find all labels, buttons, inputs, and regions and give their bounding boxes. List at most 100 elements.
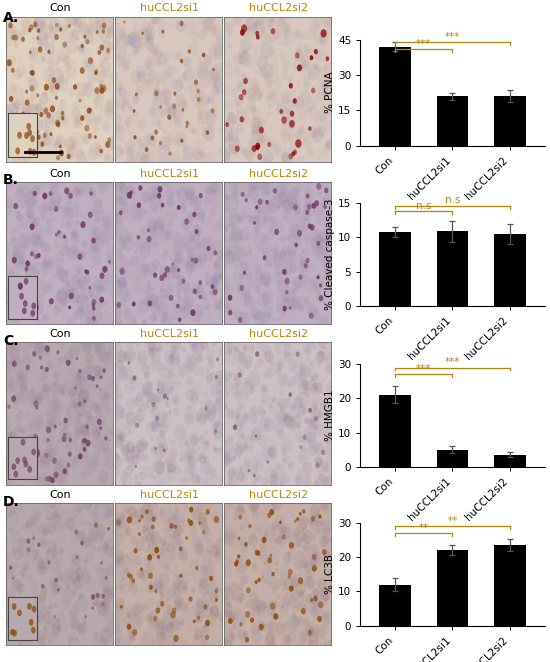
Circle shape xyxy=(177,520,186,532)
Circle shape xyxy=(151,640,156,647)
Circle shape xyxy=(129,512,139,526)
Circle shape xyxy=(130,52,133,55)
Circle shape xyxy=(30,469,38,481)
Circle shape xyxy=(282,96,288,104)
Circle shape xyxy=(215,448,218,452)
Circle shape xyxy=(260,93,263,97)
Circle shape xyxy=(174,232,184,246)
Circle shape xyxy=(162,280,167,287)
Circle shape xyxy=(60,507,67,516)
Circle shape xyxy=(275,422,284,434)
Circle shape xyxy=(157,59,159,62)
Circle shape xyxy=(91,594,101,606)
Circle shape xyxy=(58,404,65,412)
Circle shape xyxy=(255,598,261,606)
Circle shape xyxy=(218,126,223,134)
Circle shape xyxy=(141,524,148,534)
Circle shape xyxy=(208,95,214,103)
Circle shape xyxy=(36,105,43,114)
Circle shape xyxy=(169,523,174,529)
Text: ***: *** xyxy=(445,357,460,367)
Circle shape xyxy=(155,80,160,87)
Circle shape xyxy=(233,373,239,381)
Circle shape xyxy=(185,569,191,577)
Circle shape xyxy=(43,133,47,138)
Circle shape xyxy=(297,109,307,122)
Circle shape xyxy=(298,631,304,639)
Circle shape xyxy=(106,587,118,602)
Circle shape xyxy=(106,97,116,111)
Circle shape xyxy=(142,271,148,279)
Circle shape xyxy=(34,14,46,31)
Circle shape xyxy=(93,389,96,393)
Circle shape xyxy=(231,144,239,155)
Circle shape xyxy=(38,601,46,612)
Circle shape xyxy=(25,634,32,643)
Circle shape xyxy=(271,500,278,509)
Circle shape xyxy=(240,109,244,115)
Circle shape xyxy=(35,129,39,136)
Circle shape xyxy=(147,78,153,87)
Circle shape xyxy=(211,109,214,113)
Circle shape xyxy=(284,352,293,363)
Circle shape xyxy=(21,124,24,128)
Circle shape xyxy=(72,373,81,387)
Circle shape xyxy=(261,235,269,244)
Circle shape xyxy=(294,56,306,72)
Circle shape xyxy=(6,448,16,461)
Circle shape xyxy=(238,80,244,88)
Circle shape xyxy=(227,469,234,478)
Circle shape xyxy=(195,413,201,422)
Circle shape xyxy=(31,412,43,428)
Circle shape xyxy=(12,547,23,561)
Circle shape xyxy=(228,137,241,154)
Circle shape xyxy=(52,501,60,512)
Circle shape xyxy=(86,270,89,275)
Circle shape xyxy=(135,508,144,519)
Circle shape xyxy=(82,46,93,60)
Circle shape xyxy=(69,231,72,234)
Circle shape xyxy=(52,513,60,525)
Circle shape xyxy=(99,105,104,113)
Circle shape xyxy=(235,79,242,87)
Circle shape xyxy=(283,582,287,587)
Circle shape xyxy=(205,66,214,77)
Circle shape xyxy=(32,556,42,569)
Circle shape xyxy=(210,277,218,288)
Circle shape xyxy=(29,388,38,401)
Circle shape xyxy=(302,509,305,514)
Circle shape xyxy=(324,64,334,76)
Circle shape xyxy=(30,85,34,91)
Circle shape xyxy=(36,93,39,97)
Circle shape xyxy=(317,626,327,639)
Circle shape xyxy=(270,451,277,461)
Circle shape xyxy=(281,261,292,276)
Circle shape xyxy=(13,68,21,79)
Circle shape xyxy=(50,625,60,638)
Circle shape xyxy=(104,51,111,61)
Circle shape xyxy=(46,549,51,554)
Circle shape xyxy=(69,414,78,426)
Circle shape xyxy=(59,598,69,611)
Circle shape xyxy=(23,276,28,283)
Circle shape xyxy=(31,627,36,634)
Circle shape xyxy=(244,393,249,400)
Circle shape xyxy=(112,420,123,435)
Circle shape xyxy=(48,588,57,600)
Circle shape xyxy=(197,604,207,618)
Circle shape xyxy=(59,99,67,108)
Circle shape xyxy=(301,527,304,532)
Circle shape xyxy=(294,256,306,272)
Circle shape xyxy=(69,438,72,442)
Circle shape xyxy=(168,152,172,156)
Circle shape xyxy=(145,238,153,249)
Circle shape xyxy=(269,502,278,514)
Circle shape xyxy=(308,126,311,131)
Circle shape xyxy=(64,238,68,243)
Circle shape xyxy=(68,305,71,309)
Circle shape xyxy=(305,69,314,81)
Circle shape xyxy=(99,320,103,325)
Circle shape xyxy=(80,553,90,567)
Circle shape xyxy=(52,472,59,480)
Circle shape xyxy=(97,602,108,616)
